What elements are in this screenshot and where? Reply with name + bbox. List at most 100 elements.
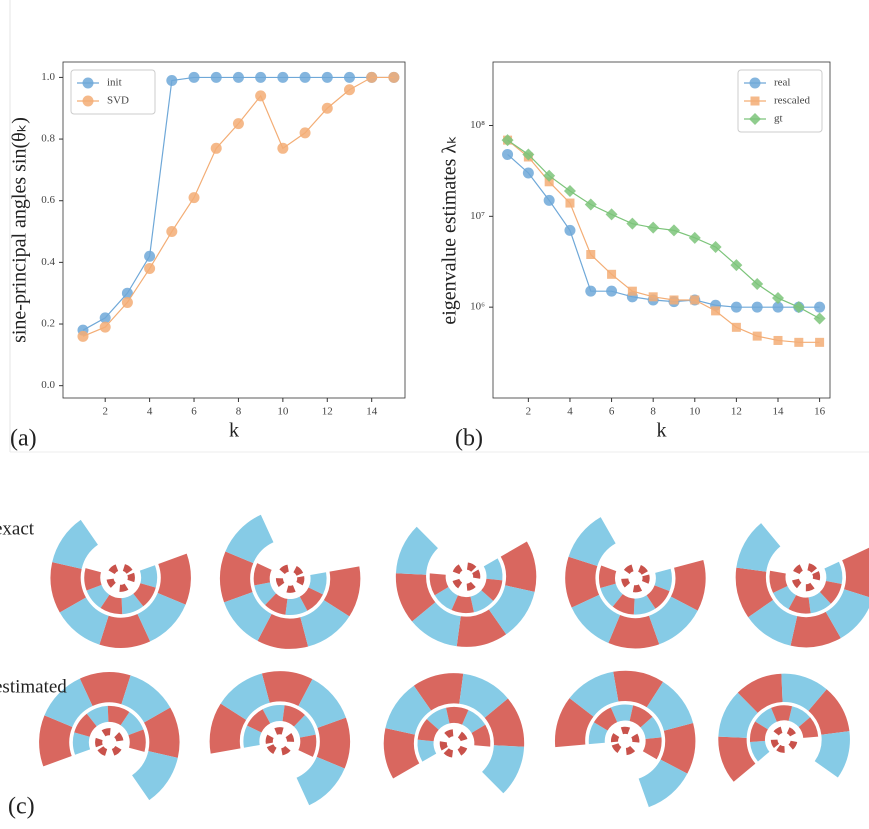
y-axis-label: eigenvalue estimates λₖ [439, 135, 461, 324]
marker [585, 285, 597, 297]
marker [388, 71, 400, 83]
marker [522, 148, 535, 161]
marker [321, 102, 333, 114]
render [711, 667, 857, 813]
x-tick-label: 4 [147, 406, 153, 418]
marker [544, 177, 554, 187]
y-tick-label: 10⁸ [470, 119, 485, 131]
x-tick-label: 6 [191, 406, 197, 418]
panel-label: (a) [10, 426, 37, 452]
marker [121, 287, 133, 299]
marker [501, 134, 514, 147]
marker [813, 312, 826, 325]
marker [586, 249, 596, 259]
marker [688, 231, 701, 244]
series-line [507, 139, 820, 343]
marker [255, 90, 267, 102]
plot-frame [62, 61, 406, 399]
render [391, 501, 542, 652]
marker [144, 250, 156, 262]
marker [730, 301, 742, 313]
marker [814, 301, 826, 313]
marker [277, 71, 289, 83]
y-tick-label: 0.8 [41, 133, 55, 145]
x-tick-label: 10 [277, 406, 289, 418]
marker [543, 194, 555, 206]
y-tick-label: 10⁷ [470, 210, 485, 222]
marker [144, 263, 156, 275]
marker [99, 312, 111, 324]
marker [565, 198, 575, 208]
marker [792, 301, 805, 314]
marker [188, 71, 200, 83]
marker [255, 71, 267, 83]
marker [751, 277, 764, 290]
marker [730, 259, 743, 272]
marker [606, 285, 618, 297]
x-tick-label: 12 [731, 406, 742, 418]
marker [99, 321, 111, 333]
marker [773, 335, 783, 345]
marker [751, 301, 763, 313]
y-tick-label: 10⁶ [470, 301, 485, 313]
marker [648, 292, 658, 302]
x-axis-label: k [657, 420, 667, 442]
legend-label: rescaled [774, 95, 811, 107]
legend-label: init [107, 77, 122, 89]
render [379, 668, 530, 819]
marker [772, 301, 784, 313]
marker [166, 226, 178, 238]
x-tick-label: 8 [650, 406, 656, 418]
marker [299, 71, 311, 83]
marker [232, 71, 244, 83]
x-tick-label: 16 [814, 406, 826, 418]
legend-label: gt [774, 113, 783, 125]
render [565, 681, 684, 800]
series-line [507, 153, 820, 308]
marker [752, 331, 762, 341]
y-tick-label: 0.6 [41, 194, 55, 206]
marker [321, 71, 333, 83]
marker [771, 292, 784, 305]
x-tick-label: 10 [689, 406, 701, 418]
marker [564, 224, 576, 236]
row-label: exact [0, 518, 35, 539]
legend-label: real [774, 77, 790, 89]
legend-label: SVD [107, 95, 129, 107]
marker [343, 84, 355, 96]
x-tick-label: 2 [102, 406, 108, 418]
marker [627, 286, 637, 296]
y-tick-label: 0.0 [41, 379, 55, 391]
marker [749, 113, 761, 125]
marker [605, 208, 618, 221]
render [50, 507, 191, 648]
render-grid [39, 501, 869, 818]
marker [667, 224, 680, 237]
marker [522, 167, 534, 179]
marker [166, 74, 178, 86]
y-tick-label: 0.2 [41, 318, 55, 330]
marker [626, 217, 639, 230]
marker [77, 330, 89, 342]
marker [121, 296, 133, 308]
marker [669, 295, 679, 305]
render [568, 511, 703, 646]
x-tick-label: 14 [772, 406, 784, 418]
render [733, 504, 869, 650]
marker [210, 71, 222, 83]
marker [82, 77, 94, 89]
marker [563, 185, 576, 198]
marker [188, 192, 200, 204]
x-tick-label: 4 [567, 406, 573, 418]
marker [690, 295, 700, 305]
marker [343, 71, 355, 83]
y-tick-label: 0.4 [41, 256, 55, 268]
marker [711, 306, 721, 316]
marker [815, 337, 825, 347]
marker [647, 221, 660, 234]
marker [794, 337, 804, 347]
marker [299, 127, 311, 139]
marker [750, 96, 760, 106]
row-label: estimated [0, 676, 67, 697]
